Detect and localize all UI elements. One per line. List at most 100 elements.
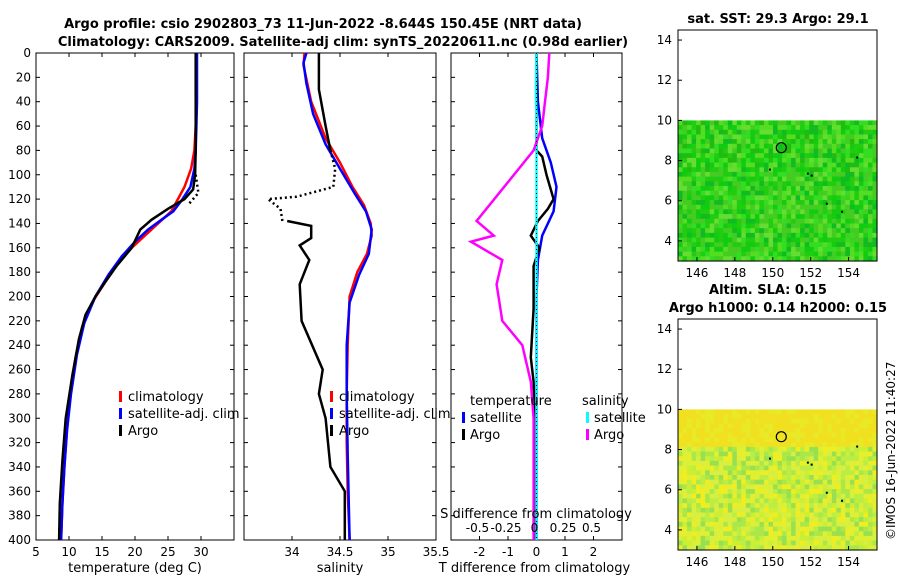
sst_map-cell [687,143,693,150]
sla_map-cell [759,526,765,532]
sla_map-cell [849,526,855,532]
sla_map-cell [678,545,684,551]
sla_map-cell [854,428,860,434]
sst_map-cell [696,171,702,178]
sla_map-cell [872,475,878,481]
sla_map-cell [750,503,756,509]
sla_map-cell [723,493,729,500]
sla_map-cell [872,512,878,518]
sla_map-cell [782,446,788,453]
sla_map-cell [795,498,801,504]
sla_map-cell [849,414,855,420]
sst_map-cell [727,200,733,206]
sst_map-cell [723,148,729,154]
sla_map-cell [723,418,729,425]
sla_map-cell [736,456,742,462]
sla_map-cell [872,521,878,528]
sst_map-cell [750,186,756,192]
sst_map-cell [813,190,819,196]
sst_map-cell [741,223,747,229]
sla_map-cell [840,531,846,537]
sla_map-cell [872,428,878,434]
sst_map-cell [849,167,855,173]
sla_map-cell [863,437,869,443]
sst_map-cell [804,242,810,248]
salinity-legend-swatch [330,391,333,402]
sst_map-cell [782,153,788,159]
sla_map-cell [678,428,684,434]
sst_map-cell [745,186,751,192]
sla_map-cell [818,484,824,490]
sla_map-cell [741,475,747,481]
sst_map-cell [763,148,769,154]
sla_map-cell [777,517,783,523]
sst_map-cell [849,242,855,248]
sst_map-island [806,172,809,175]
sla_map-cell [777,526,783,532]
sst_map-cell [750,139,756,145]
sst_map-cell [840,228,846,234]
sst_map-island [856,156,859,159]
sla_map-cell [836,512,842,518]
sla_map-cell [736,531,742,537]
sst_map-cell [754,171,760,178]
sla_map-cell [845,418,851,425]
sst_map-cell [714,204,720,211]
sla_map-cell [727,493,733,500]
sla_map-cell [741,535,747,542]
sst_map-cell [741,256,747,262]
sst_map-cell [786,171,792,178]
sla_map-cell [745,414,751,420]
sla_map-cell [714,446,720,453]
sla_map-cell [727,432,733,439]
sst_map-cell [691,139,697,145]
sla_map-cell [809,493,815,500]
sst_map-cell [754,181,760,187]
sst_map-cell [822,129,828,136]
sst_map-cell [868,143,874,150]
sla_map-cell [827,493,833,500]
sst_map-cell [718,195,724,201]
sst_map-cell [709,237,715,243]
sla_map-cell [691,512,697,518]
sst_map-cell [727,176,733,182]
sst_map-cell [863,237,869,243]
sla_map-cell [709,512,715,518]
sst_map-cell [813,242,819,248]
sla_map-cell [759,442,765,448]
sla_map-cell [682,535,688,542]
sla_map-cell [691,446,697,453]
sst_map-cell [700,256,706,262]
sst_map-cell [854,228,860,234]
sst_map-cell [849,153,855,159]
sst_map-cell [800,242,806,248]
sla_map-cell [863,432,869,439]
sst_map-cell [868,218,874,225]
sla_map-cell [773,479,779,485]
sst_map-cell [872,204,878,211]
sla_map-cell [858,456,864,462]
sst_map-cell [773,246,779,253]
sla_map-cell [813,493,819,500]
sla_map-cell [822,484,828,490]
sla_map-cell [786,489,792,495]
sst_map-cell [745,143,751,150]
sla_map-cell [836,531,842,537]
sla_map-cell [773,456,779,462]
sla_map-cell [691,475,697,481]
sla_map-cell [791,460,797,467]
sla_map-cell [786,460,792,467]
sla_map-cell [750,531,756,537]
sla_map-cell [782,531,788,537]
sst_map-cell [827,223,833,229]
sst_map-cell [768,223,774,229]
sst_map-cell [845,251,851,257]
sla_map-cell [809,503,815,509]
difference-legend-label: Argo [470,428,500,443]
sla_map-cell [827,507,833,514]
sst_map-cell [687,242,693,248]
sla_map-cell [700,470,706,476]
sla_map-cell [709,409,715,415]
sst_map-cell [854,200,860,206]
sla_map-cell [696,456,702,462]
